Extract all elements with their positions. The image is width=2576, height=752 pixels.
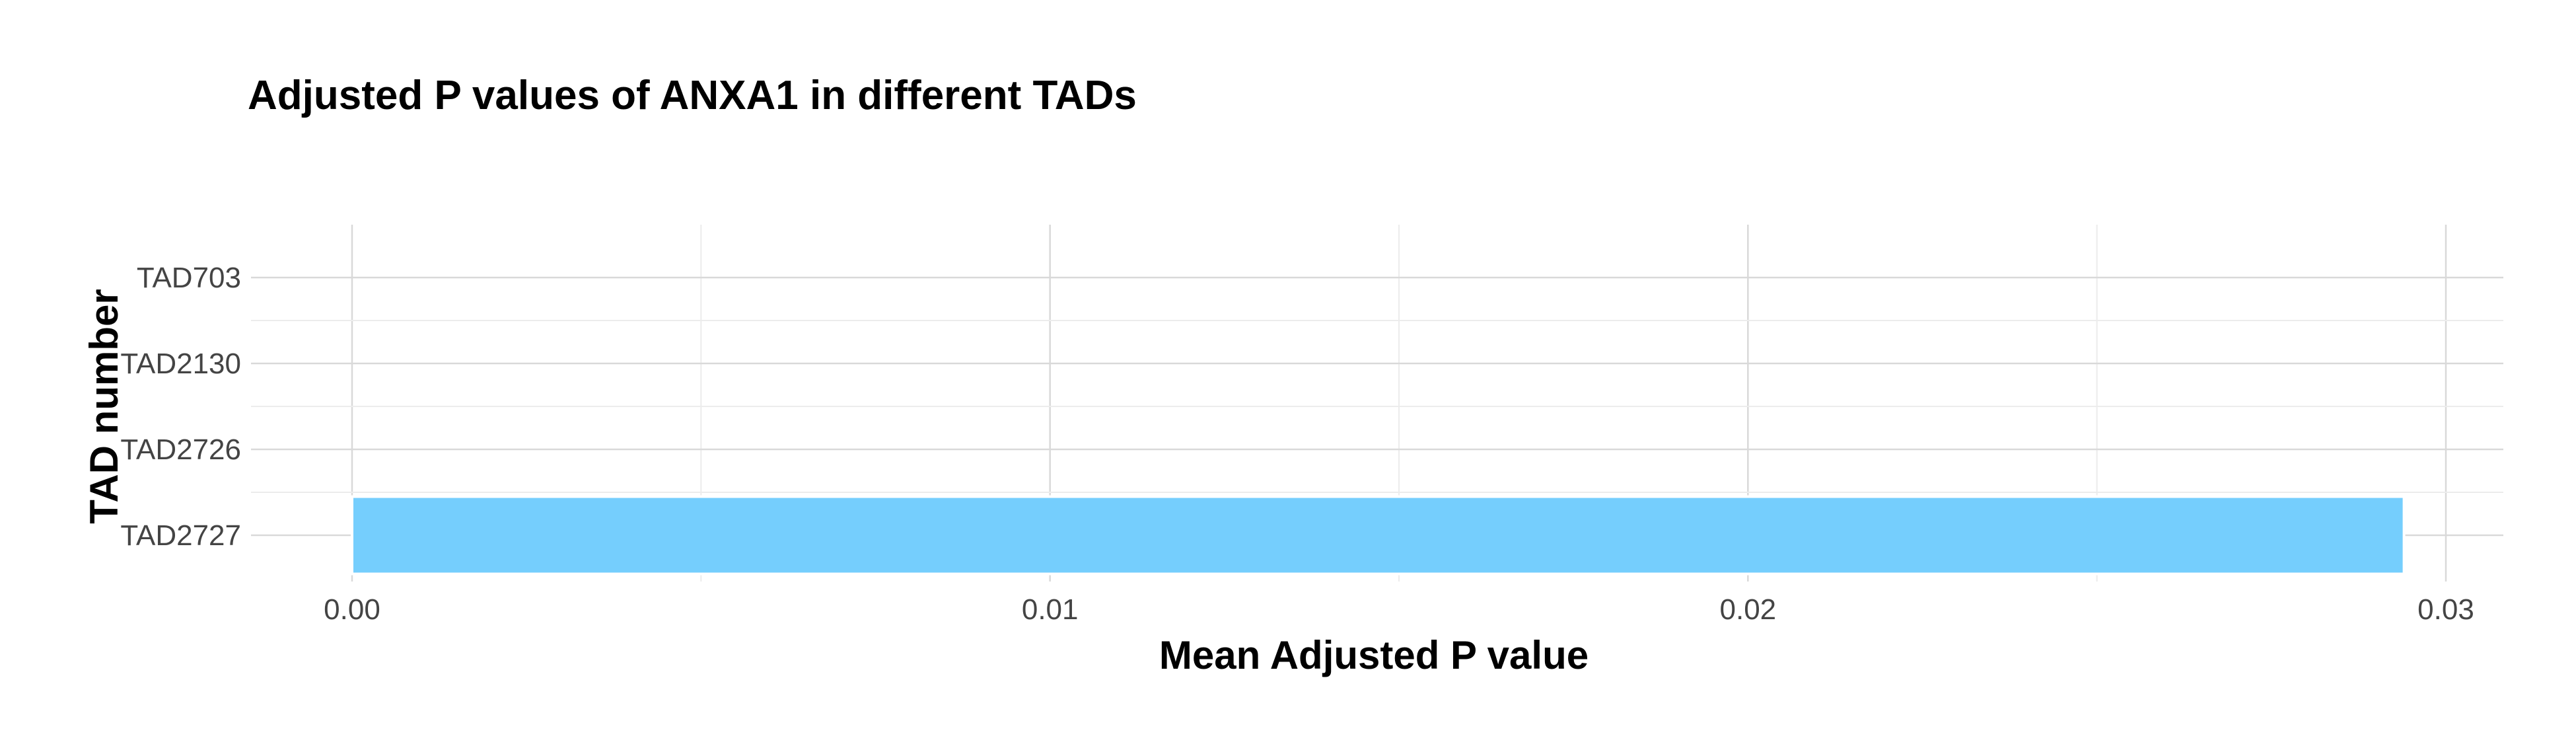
chart-title: Adjusted P values of ANXA1 in different … (248, 73, 1137, 118)
x-axis-title: Mean Adjusted P value (1159, 633, 1589, 677)
y-tick-label: TAD2727 (120, 519, 241, 552)
y-tick-label: TAD2726 (120, 433, 241, 466)
bar-tad2727 (351, 495, 2406, 576)
x-tick-label: 0.03 (2417, 593, 2474, 626)
y-tick-label: TAD703 (137, 262, 241, 294)
bars (351, 495, 2406, 576)
x-tick-label: 0.00 (324, 593, 380, 626)
y-tick-labels: TAD703 TAD2130 TAD2726 TAD2727 (120, 262, 241, 552)
x-tick-label: 0.02 (1720, 593, 1777, 626)
x-tick-labels: 0.00 0.01 0.02 0.03 (324, 593, 2474, 626)
x-tick-label: 0.01 (1022, 593, 1079, 626)
y-axis-title: TAD number (82, 289, 126, 524)
y-tick-label: TAD2130 (120, 348, 241, 380)
